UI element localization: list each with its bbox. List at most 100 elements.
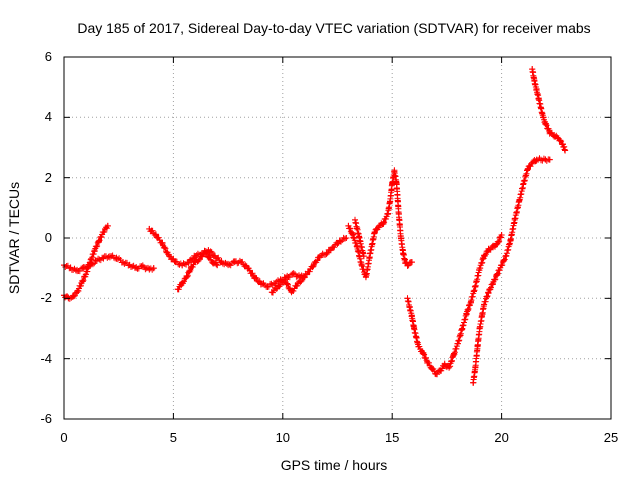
- data-point-seg4-1: [179, 280, 186, 287]
- data-point-seg1-13: [146, 266, 153, 273]
- data-point-seg9-12: [511, 216, 518, 223]
- data-point-seg8-20: [481, 253, 488, 260]
- data-point-seg8-9: [432, 370, 439, 377]
- data-point-seg3-0: [146, 225, 153, 232]
- y-tick-labels: -6 -4 -2 0 2 4 6: [40, 49, 52, 426]
- data-point-seg8-3: [411, 325, 418, 332]
- data-point-seg4-6: [201, 250, 208, 257]
- data-point-seg10-2: [533, 87, 540, 94]
- y-tick-label-0: 0: [45, 230, 52, 245]
- data-point-seg6-15: [397, 235, 404, 241]
- data-point-seg9-2: [474, 343, 481, 350]
- y-tick-label-4: 4: [45, 109, 52, 124]
- data-point-seg8-8: [428, 364, 435, 371]
- data-point-seg1-5: [93, 257, 100, 264]
- data-point-seg9-14: [520, 180, 527, 187]
- data-point-seg10-6: [542, 120, 549, 127]
- y-axis-label: SDTVAR / TECUs: [6, 182, 22, 294]
- axis-ticks: [63, 56, 612, 420]
- data-point-seg6-13: [393, 180, 400, 187]
- data-point-seg3-11: [218, 259, 225, 266]
- data-point-seg8-19: [476, 265, 483, 272]
- data-point-seg3-16: [251, 274, 258, 281]
- data-point-seg3-13: [231, 259, 238, 266]
- x-tick-label-0: 0: [60, 430, 67, 445]
- data-point-seg8-24: [498, 231, 505, 238]
- data-point-seg9-20: [546, 156, 553, 163]
- data-point-seg7-1: [356, 235, 363, 241]
- y-tick-label-m2: -2: [40, 290, 52, 305]
- data-point-seg1-6: [100, 254, 107, 261]
- data-point-seg5-5: [301, 274, 308, 281]
- data-point-seg3-2: [159, 241, 166, 248]
- data-point-seg6-0: [345, 222, 352, 229]
- series-seg10: [529, 66, 569, 154]
- data-point-seg10-4: [537, 105, 544, 112]
- x-axis-label: GPS time / hours: [281, 457, 388, 473]
- data-point-seg8-2: [408, 313, 415, 320]
- x-tick-label-15: 15: [385, 430, 399, 445]
- data-point-seg10-3: [535, 96, 542, 103]
- series-seg6: [345, 167, 415, 281]
- data-point-seg3-30: [343, 235, 350, 241]
- data-point-seg5-3: [288, 289, 295, 296]
- data-point-seg9-16: [529, 159, 536, 166]
- data-point-seg10-8: [551, 132, 558, 139]
- data-point-seg6-5: [367, 250, 374, 257]
- data-point-seg10-9: [555, 135, 562, 142]
- y-tick-label-6: 6: [45, 49, 52, 64]
- data-point-seg3-3: [166, 253, 173, 260]
- data-points: [61, 66, 569, 386]
- data-point-seg9-4: [478, 313, 485, 320]
- data-point-seg3-4: [172, 259, 179, 266]
- series-seg5: [268, 274, 308, 296]
- data-point-seg2-7: [91, 247, 98, 254]
- data-point-seg3-18: [264, 283, 271, 290]
- y-tick-label-m6: -6: [40, 411, 52, 426]
- point-trail-seg3: [146, 225, 350, 290]
- data-point-seg9-10: [502, 253, 509, 260]
- data-point-seg4-3: [187, 265, 194, 272]
- data-point-seg1-8: [113, 254, 120, 261]
- series-seg3: [146, 225, 350, 290]
- data-point-seg4-7: [205, 253, 212, 260]
- data-point-seg2-6: [87, 259, 94, 266]
- data-point-seg3-19: [271, 280, 278, 287]
- data-point-seg10-5: [540, 114, 547, 121]
- data-point-seg3-7: [192, 253, 199, 260]
- data-point-seg9-13: [516, 198, 523, 205]
- data-point-seg10-0: [529, 66, 536, 73]
- data-point-seg5-4: [295, 280, 302, 287]
- data-point-seg3-5: [179, 262, 186, 269]
- data-point-seg9-7: [489, 280, 496, 287]
- data-point-seg6-10: [387, 198, 394, 205]
- data-point-seg8-16: [463, 310, 470, 317]
- data-point-seg9-8: [494, 271, 501, 278]
- data-point-seg8-18: [472, 283, 479, 290]
- data-point-seg5-2: [281, 277, 288, 284]
- data-point-seg2-8: [96, 238, 103, 245]
- x-tick-labels: 0 5 10 15 20 25: [60, 430, 618, 445]
- data-point-seg4-2: [183, 274, 190, 281]
- data-point-seg2-2: [69, 293, 76, 300]
- series-seg1: [61, 252, 157, 275]
- data-point-seg3-27: [323, 250, 330, 257]
- grid: [64, 57, 611, 419]
- data-point-seg8-23: [494, 241, 501, 248]
- data-point-seg8-21: [485, 247, 492, 254]
- data-point-seg4-9: [214, 262, 221, 269]
- data-point-seg1-2: [74, 268, 81, 275]
- data-point-seg9-3: [476, 325, 483, 332]
- data-point-seg3-9: [205, 247, 212, 254]
- data-point-seg3-25: [310, 262, 317, 269]
- data-point-seg6-19: [408, 259, 415, 266]
- data-point-seg6-12: [391, 168, 398, 175]
- data-point-seg1-7: [106, 253, 113, 260]
- data-point-seg9-1: [472, 364, 479, 371]
- series-seg8: [404, 231, 505, 378]
- data-point-seg1-11: [133, 265, 140, 272]
- data-point-seg8-12: [446, 364, 453, 371]
- data-point-seg6-1: [349, 231, 356, 238]
- data-point-seg8-17: [467, 298, 474, 305]
